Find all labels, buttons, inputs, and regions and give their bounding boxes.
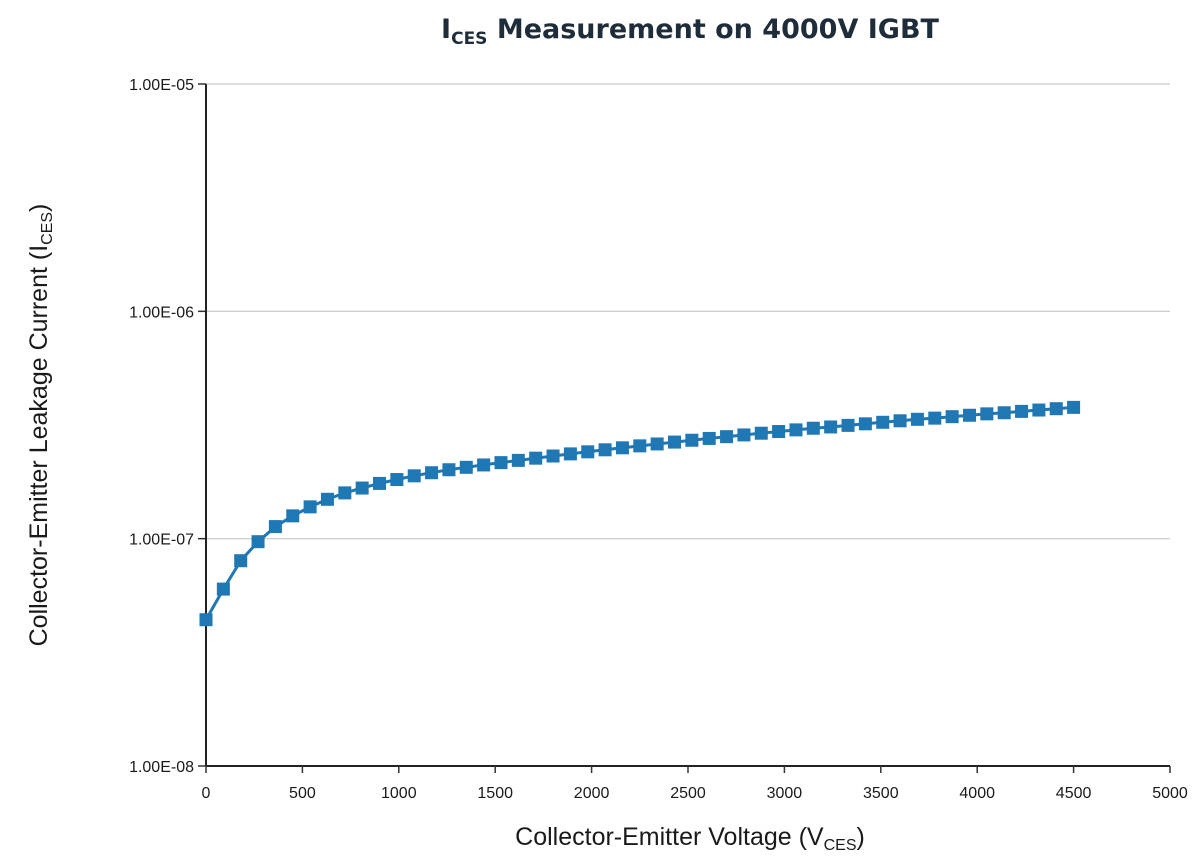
data-point xyxy=(563,447,577,461)
x-axis-label-end: ) xyxy=(857,823,865,851)
x-tick-label: 2000 xyxy=(574,785,610,802)
data-point xyxy=(407,469,421,483)
x-tick-label: 1500 xyxy=(477,785,513,802)
y-axis-label-main: Collector-Emitter Leakage Current (I xyxy=(25,245,53,647)
data-point xyxy=(824,420,838,434)
data-point xyxy=(320,492,334,506)
data-point xyxy=(338,486,352,500)
y-tick-label: 1.00E-07 xyxy=(129,532,194,549)
data-point xyxy=(754,426,768,440)
data-point xyxy=(1032,403,1046,417)
data-point xyxy=(303,500,317,514)
data-point xyxy=(546,449,560,463)
x-tick-label: 5000 xyxy=(1152,785,1188,802)
y-axis-label-end: ) xyxy=(25,204,53,212)
data-point xyxy=(1015,404,1029,418)
data-point xyxy=(928,411,942,425)
data-point xyxy=(251,535,265,549)
x-tick-label: 4500 xyxy=(1056,785,1092,802)
y-tick-labels: 1.00E-08 1.00E-07 1.00E-06 1.00E-05 xyxy=(129,77,194,776)
x-axis-label: Collector-Emitter Voltage (VCES) xyxy=(515,823,865,854)
data-point xyxy=(373,476,387,490)
data-point xyxy=(806,421,820,435)
data-point xyxy=(581,445,595,459)
data-point xyxy=(789,423,803,437)
x-tick-label: 0 xyxy=(202,785,211,802)
x-tick-label: 3000 xyxy=(767,785,803,802)
data-point xyxy=(442,463,456,477)
data-point xyxy=(390,473,404,487)
data-point xyxy=(702,431,716,445)
data-point xyxy=(234,554,248,568)
data-point xyxy=(355,481,369,495)
data-point xyxy=(529,451,543,465)
data-point xyxy=(945,410,959,424)
y-tick-label: 1.00E-08 xyxy=(129,759,194,776)
x-tick-label: 3500 xyxy=(863,785,899,802)
data-point xyxy=(841,418,855,432)
x-axis-label-main: Collector-Emitter Voltage (V xyxy=(515,823,824,851)
data-point xyxy=(598,443,612,457)
data-point xyxy=(216,582,230,596)
x-tick-label: 1000 xyxy=(381,785,417,802)
data-point xyxy=(720,430,734,444)
data-point xyxy=(997,406,1011,420)
data-point xyxy=(425,466,439,480)
chart-title-main: I xyxy=(441,14,451,45)
data-point xyxy=(910,412,924,426)
data-point xyxy=(459,460,473,474)
x-tick-label: 4000 xyxy=(959,785,995,802)
y-tick-label: 1.00E-06 xyxy=(129,304,194,321)
data-point xyxy=(962,408,976,422)
chart-title: ICES Measurement on 4000V IGBT xyxy=(441,14,939,49)
data-point xyxy=(633,439,647,453)
data-point xyxy=(268,520,282,534)
data-point xyxy=(980,407,994,421)
x-tick-label: 2500 xyxy=(670,785,706,802)
data-point xyxy=(876,415,890,429)
series-line xyxy=(204,405,1074,621)
chart-title-rest: Measurement on 4000V IGBT xyxy=(487,14,939,45)
data-point xyxy=(685,433,699,447)
data-point xyxy=(494,456,508,470)
chart-title-subscript: CES xyxy=(451,29,487,49)
data-point xyxy=(1049,402,1063,416)
y-axis-label: Collector-Emitter Leakage Current (ICES) xyxy=(25,204,56,647)
grid-lines xyxy=(206,83,1170,540)
y-axis-label-subscript: CES xyxy=(39,212,56,245)
data-point xyxy=(286,509,300,523)
axes xyxy=(198,83,1171,773)
data-point xyxy=(650,437,664,451)
data-point xyxy=(511,453,525,467)
y-tick-label: 1.00E-05 xyxy=(129,77,194,94)
data-point xyxy=(893,414,907,428)
data-series xyxy=(199,400,1081,627)
data-point xyxy=(615,441,629,455)
data-point xyxy=(668,435,682,449)
data-point xyxy=(1067,400,1081,414)
data-point xyxy=(737,428,751,442)
data-point xyxy=(477,458,491,472)
x-tick-label: 500 xyxy=(289,785,316,802)
data-point xyxy=(858,417,872,431)
data-point xyxy=(199,613,213,627)
data-point xyxy=(772,425,786,439)
x-tick-labels: 0 500 1000 1500 2000 2500 3000 3500 4000 4500 5000 xyxy=(202,785,1188,802)
x-axis-label-subscript: CES xyxy=(824,837,857,854)
